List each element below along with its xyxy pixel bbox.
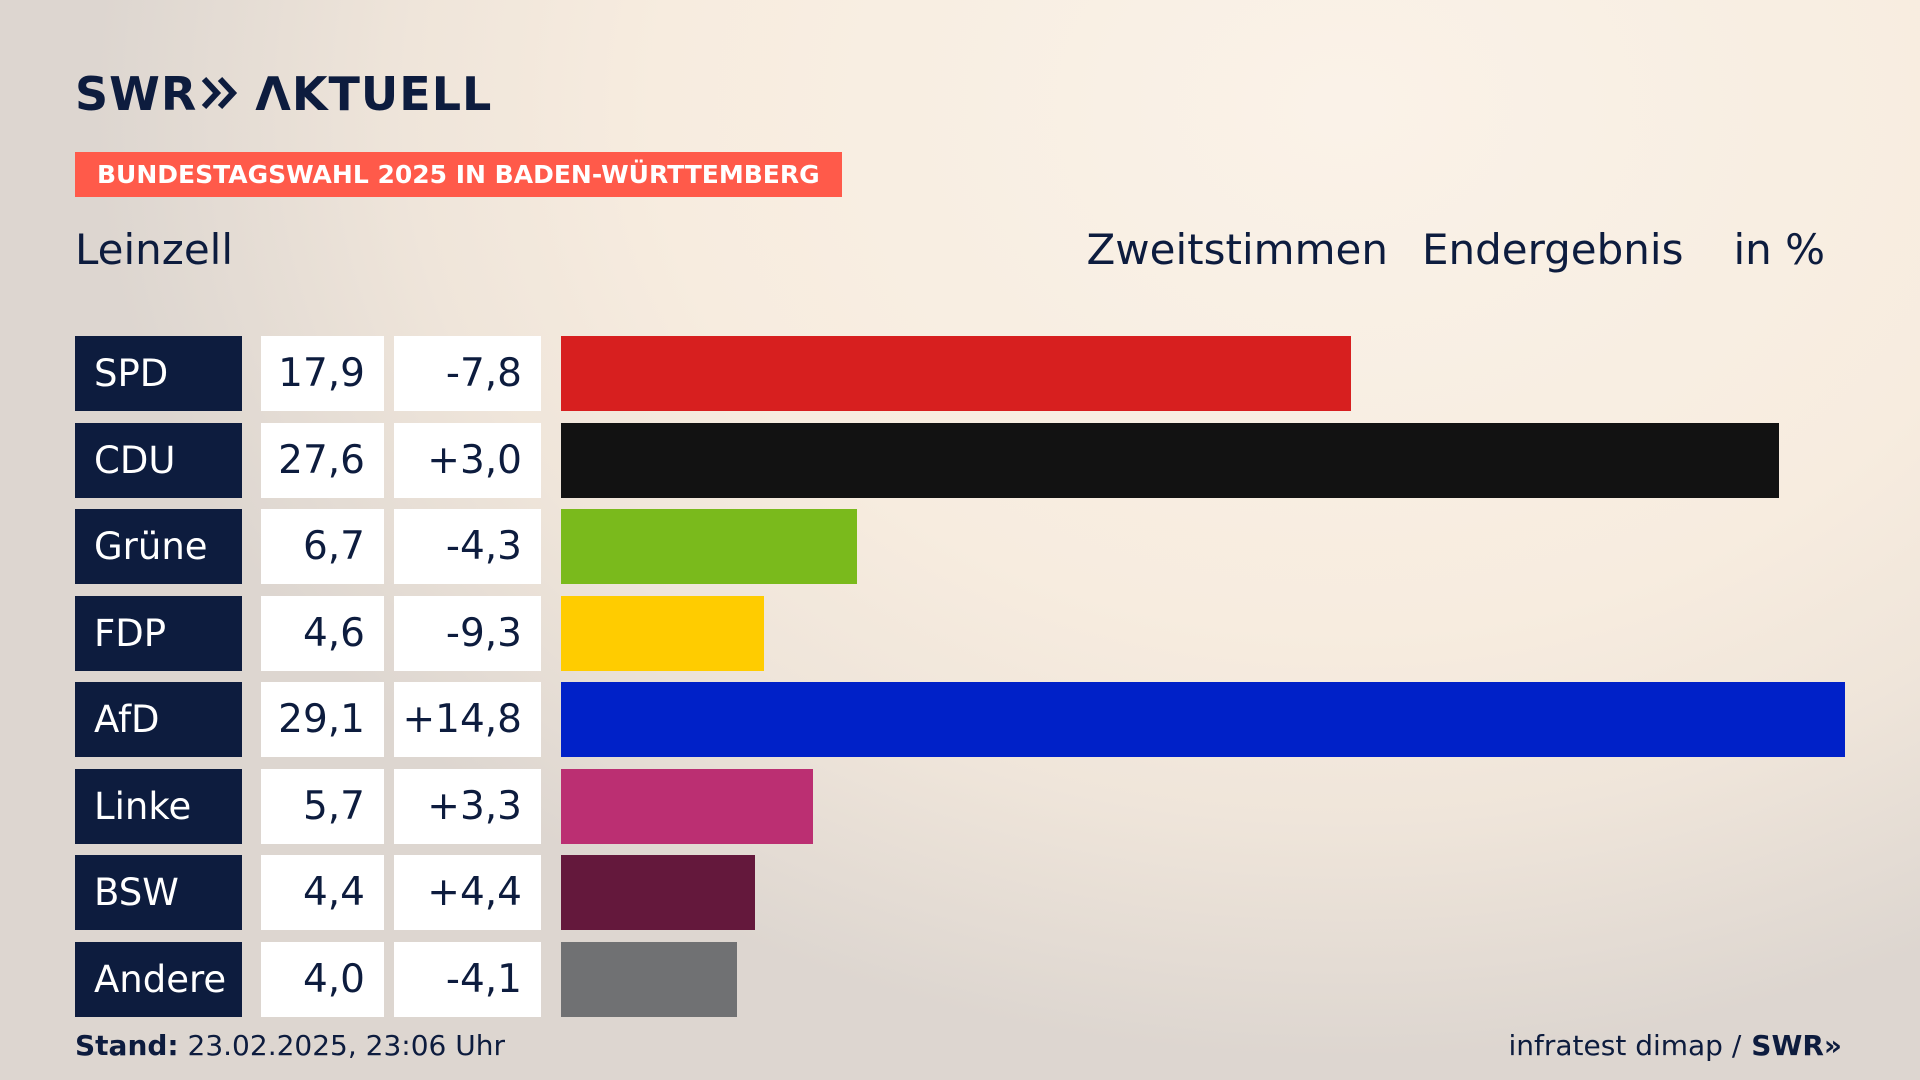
result-status-label: Endergebnis — [1421, 225, 1684, 274]
party-label: AfD — [75, 682, 242, 757]
result-bar — [561, 769, 813, 844]
party-label: Andere — [75, 942, 242, 1017]
unit-label: in % — [1733, 225, 1825, 274]
stand-label: Stand: — [75, 1029, 179, 1062]
party-label: BSW — [75, 855, 242, 930]
vote-change-value: +3,0 — [394, 423, 541, 498]
party-label: Linke — [75, 769, 242, 844]
vote-share-value: 4,6 — [261, 596, 384, 671]
logo-chevron-icon — [201, 67, 241, 121]
source-swr-logo: SWR» — [1751, 1029, 1842, 1062]
source-credit: infratest dimap / SWR» — [1508, 1028, 1842, 1064]
result-bar — [561, 423, 1779, 498]
vote-change-value: -9,3 — [394, 596, 541, 671]
party-label: CDU — [75, 423, 242, 498]
place-title: Leinzell — [75, 225, 234, 274]
vote-share-value: 17,9 — [261, 336, 384, 411]
vote-change-value: +3,3 — [394, 769, 541, 844]
vote-change-value: -4,3 — [394, 509, 541, 584]
swr-aktuell-logo: SWR ΛKTUELL — [75, 64, 492, 124]
vote-change-value: +4,4 — [394, 855, 541, 930]
vote-change-value: +14,8 — [394, 682, 541, 757]
result-bar — [561, 509, 857, 584]
party-label: FDP — [75, 596, 242, 671]
stand-value: 23.02.2025, 23:06 Uhr — [187, 1029, 505, 1062]
vote-share-value: 27,6 — [261, 423, 384, 498]
logo-aktuell-text: ΛKTUELL — [255, 67, 493, 121]
vote-share-value: 4,4 — [261, 855, 384, 930]
party-label: Grüne — [75, 509, 242, 584]
vote-share-value: 29,1 — [261, 682, 384, 757]
result-bar — [561, 336, 1351, 411]
results-bar-chart: SPD 17,9 -7,8 CDU 27,6 +3,0 Grüne 6,7 -4,3 FDP 4,6… — [75, 336, 1845, 1017]
vote-share-value: 4,0 — [261, 942, 384, 1017]
logo-swr-text: SWR — [75, 67, 198, 121]
result-bar — [561, 942, 737, 1017]
result-bar — [561, 855, 755, 930]
election-badge: BUNDESTAGSWAHL 2025 IN BADEN-WÜRTTEMBERG — [75, 152, 842, 197]
vote-share-value: 6,7 — [261, 509, 384, 584]
chart-header: Zweitstimmen Endergebnis in % — [1053, 222, 1825, 278]
vote-share-value: 5,7 — [261, 769, 384, 844]
source-text: infratest dimap / — [1508, 1029, 1742, 1062]
vote-change-value: -4,1 — [394, 942, 541, 1017]
vote-type-label: Zweitstimmen — [1086, 225, 1388, 274]
party-label: SPD — [75, 336, 242, 411]
result-bar — [561, 596, 764, 671]
vote-change-value: -7,8 — [394, 336, 541, 411]
result-bar — [561, 682, 1845, 757]
timestamp: Stand: 23.02.2025, 23:06 Uhr — [75, 1028, 505, 1064]
